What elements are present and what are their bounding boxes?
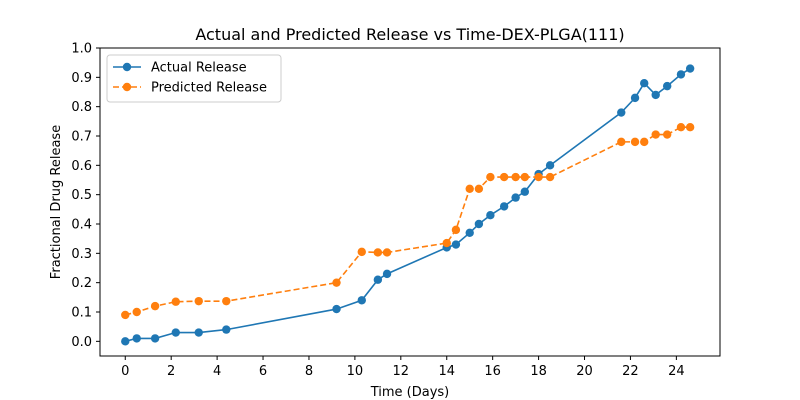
y-axis-label: Fractional Drug Release [49, 125, 64, 279]
data-point-predicted-release [332, 278, 341, 287]
data-point-actual-release [651, 90, 660, 100]
data-point-predicted-release [630, 137, 640, 147]
data-point-predicted-release [451, 225, 461, 235]
y-tick-label: 0.1 [71, 306, 92, 321]
data-point-actual-release [511, 193, 520, 202]
data-point-actual-release [382, 269, 392, 279]
data-point-actual-release [132, 334, 141, 343]
data-point-predicted-release [194, 296, 203, 306]
legend-marker-predicted-release [122, 82, 132, 92]
data-point-actual-release [194, 328, 203, 337]
data-point-actual-release [451, 240, 461, 249]
series-line-predicted-release [125, 126, 691, 316]
x-tick-label: 24 [668, 364, 685, 379]
x-tick-label: 10 [347, 364, 364, 379]
data-point-actual-release [640, 79, 649, 88]
data-point-predicted-release [132, 307, 141, 317]
data-point-predicted-release [474, 184, 484, 193]
x-tick-label: 6 [259, 364, 267, 379]
legend-label-predicted-release: Predicted Release [151, 81, 267, 96]
data-point-predicted-release [465, 184, 474, 193]
x-tick-label: 0 [121, 364, 129, 379]
plot-area [121, 64, 695, 346]
data-point-predicted-release [662, 130, 672, 139]
data-point-actual-release [630, 93, 640, 103]
y-tick-label: 0.8 [71, 100, 92, 115]
data-point-predicted-release [499, 172, 509, 182]
data-point-predicted-release [640, 137, 649, 147]
y-tick-label: 0.0 [71, 335, 92, 350]
data-point-predicted-release [520, 172, 530, 182]
data-point-actual-release [662, 81, 672, 91]
chart-title: Actual and Predicted Release vs Time-DEX… [195, 25, 624, 44]
data-point-predicted-release [511, 172, 520, 182]
data-point-actual-release [150, 334, 160, 343]
legend: Actual Release Predicted Release [106, 54, 282, 103]
x-axis: 0 2 4 6 8 10 12 14 16 18 20 22 24 [121, 356, 685, 379]
data-point-actual-release [545, 161, 555, 170]
data-point-actual-release [332, 304, 341, 314]
data-point-actual-release [465, 228, 474, 237]
data-point-actual-release [499, 202, 509, 211]
legend-label-actual-release: Actual Release [151, 61, 247, 76]
data-point-actual-release [617, 108, 626, 117]
data-point-predicted-release [545, 172, 555, 182]
data-point-predicted-release [382, 248, 392, 257]
data-point-predicted-release [651, 130, 660, 139]
data-point-actual-release [520, 187, 530, 196]
data-point-predicted-release [442, 238, 451, 248]
x-axis-label: Time (Days) [370, 385, 450, 400]
data-point-predicted-release [357, 247, 366, 257]
data-point-predicted-release [373, 248, 383, 257]
y-axis: 0.0 0.1 0.2 0.3 0.4 0.5 0.6 0.7 0.8 0.9 1.0 [71, 42, 100, 350]
data-point-actual-release [121, 337, 130, 346]
data-point-predicted-release [150, 301, 160, 311]
y-tick-label: 0.5 [71, 188, 92, 203]
data-point-actual-release [486, 211, 495, 220]
y-tick-label: 0.9 [71, 71, 92, 86]
y-tick-label: 0.2 [71, 276, 92, 291]
y-tick-label: 0.3 [71, 247, 92, 262]
x-tick-label: 8 [305, 364, 313, 379]
y-tick-label: 1.0 [71, 42, 92, 57]
y-tick-label: 0.7 [71, 130, 92, 145]
data-point-actual-release [222, 325, 231, 334]
x-tick-label: 14 [438, 364, 455, 379]
legend-marker-actual-release [122, 62, 132, 72]
legend-box [106, 54, 282, 103]
x-tick-label: 20 [576, 364, 593, 379]
data-point-predicted-release [617, 137, 626, 147]
x-tick-label: 12 [393, 364, 410, 379]
data-point-actual-release [373, 275, 383, 284]
data-point-predicted-release [685, 123, 695, 132]
data-point-actual-release [171, 328, 180, 337]
y-tick-label: 0.6 [71, 159, 92, 174]
y-tick-label: 0.4 [71, 218, 92, 233]
data-point-predicted-release [676, 123, 686, 132]
data-point-predicted-release [121, 310, 130, 320]
data-point-predicted-release [222, 296, 231, 306]
x-tick-label: 22 [622, 364, 639, 379]
x-tick-label: 18 [530, 364, 547, 379]
x-tick-label: 4 [213, 364, 221, 379]
data-point-actual-release [474, 219, 484, 229]
data-point-actual-release [676, 70, 686, 79]
data-point-actual-release [357, 296, 366, 305]
plot-frame [99, 47, 721, 357]
data-point-predicted-release [171, 297, 180, 306]
x-tick-label: 16 [484, 364, 501, 379]
data-point-predicted-release [534, 172, 543, 182]
data-point-actual-release [685, 64, 695, 73]
data-point-predicted-release [486, 172, 495, 182]
x-tick-label: 2 [167, 364, 175, 379]
